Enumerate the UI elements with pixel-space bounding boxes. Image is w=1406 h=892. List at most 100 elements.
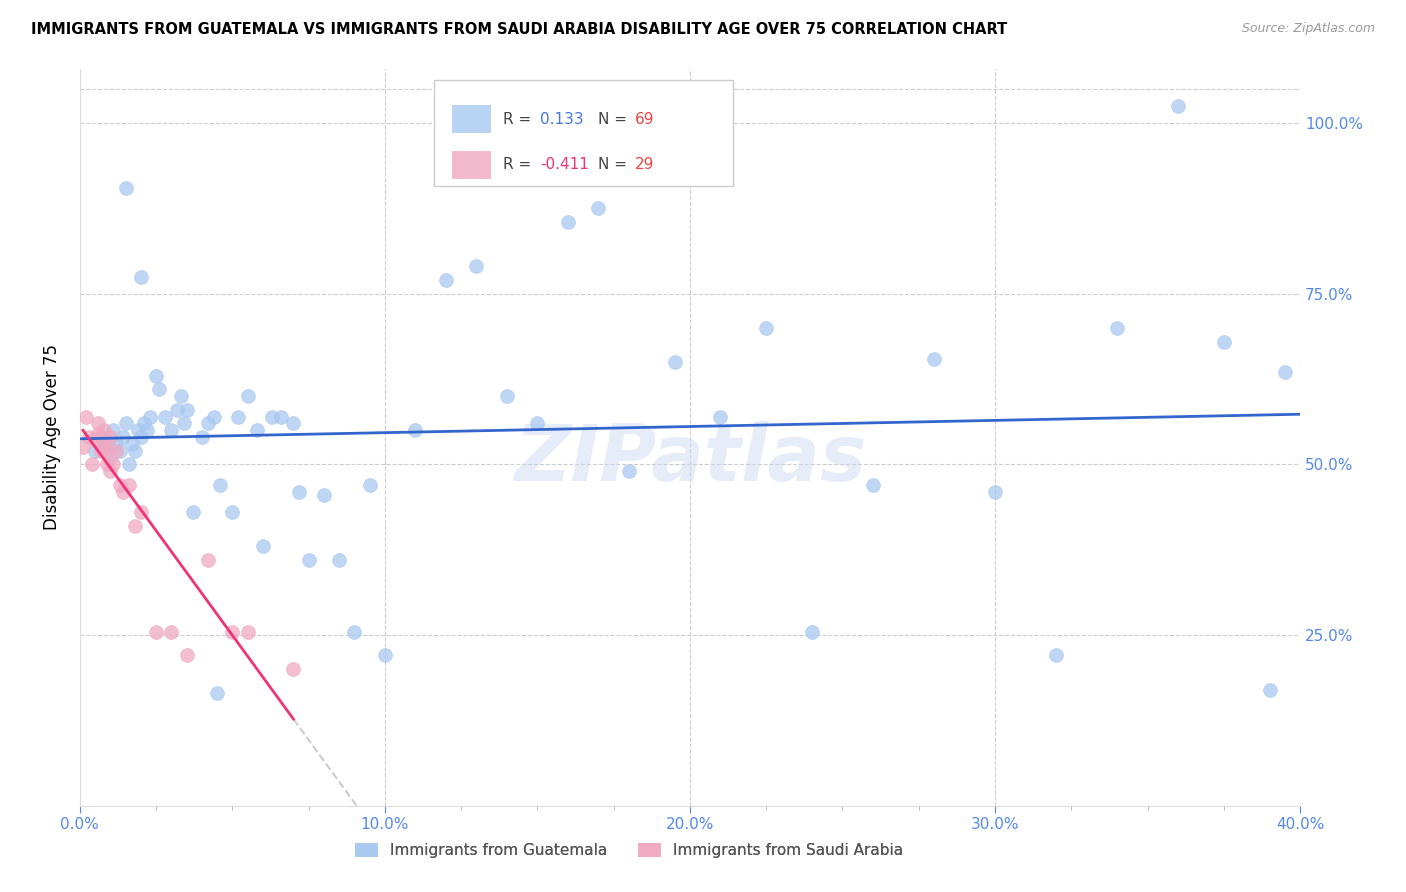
Point xyxy=(169,389,191,403)
Point xyxy=(374,648,396,663)
Point xyxy=(328,553,350,567)
Y-axis label: Disability Age Over 75: Disability Age Over 75 xyxy=(44,344,60,530)
Text: 29: 29 xyxy=(636,157,654,172)
Point xyxy=(105,443,128,458)
Bar xyxy=(451,151,491,179)
Point xyxy=(100,464,122,478)
Point xyxy=(404,423,426,437)
Point xyxy=(129,505,152,519)
Point xyxy=(160,423,183,437)
FancyBboxPatch shape xyxy=(433,79,733,186)
Text: N =: N = xyxy=(599,112,633,127)
Point xyxy=(270,409,292,424)
Point xyxy=(197,553,219,567)
Point xyxy=(173,417,195,431)
Point xyxy=(87,417,110,431)
Point xyxy=(96,437,118,451)
Point xyxy=(209,478,232,492)
Point xyxy=(93,437,115,451)
Point xyxy=(709,409,731,424)
Point xyxy=(118,478,141,492)
Point xyxy=(93,423,115,437)
Text: N =: N = xyxy=(599,157,633,172)
Point xyxy=(465,260,488,274)
Point xyxy=(359,478,381,492)
Point xyxy=(105,437,128,451)
Point xyxy=(80,458,103,472)
Point xyxy=(922,351,945,366)
Point xyxy=(75,409,97,424)
Point xyxy=(1258,682,1281,697)
Point xyxy=(114,417,136,431)
Point xyxy=(288,484,311,499)
Point xyxy=(191,430,214,444)
Text: -0.411: -0.411 xyxy=(540,157,589,172)
Text: R =: R = xyxy=(503,157,536,172)
Point xyxy=(166,402,188,417)
Point xyxy=(862,478,884,492)
Point xyxy=(72,440,94,454)
Point xyxy=(96,458,118,472)
Point xyxy=(755,321,778,335)
Point xyxy=(1045,648,1067,663)
Point xyxy=(108,443,131,458)
Point xyxy=(176,648,198,663)
Point xyxy=(84,443,107,458)
Point xyxy=(90,430,112,444)
Point xyxy=(236,624,259,639)
Point xyxy=(90,430,112,444)
Legend: Immigrants from Guatemala, Immigrants from Saudi Arabia: Immigrants from Guatemala, Immigrants fr… xyxy=(349,837,910,864)
Point xyxy=(617,464,640,478)
Point xyxy=(100,450,122,465)
Point xyxy=(111,430,134,444)
Point xyxy=(111,484,134,499)
Point xyxy=(176,402,198,417)
Point xyxy=(129,430,152,444)
Point xyxy=(124,518,146,533)
Point xyxy=(103,458,125,472)
Point xyxy=(77,430,100,444)
Text: R =: R = xyxy=(503,112,536,127)
Point xyxy=(139,409,162,424)
Point xyxy=(108,478,131,492)
Point xyxy=(283,662,305,676)
Point xyxy=(252,539,274,553)
Point xyxy=(984,484,1007,499)
Point xyxy=(124,443,146,458)
Point xyxy=(205,686,228,700)
Point xyxy=(96,443,118,458)
Point xyxy=(132,417,155,431)
Bar xyxy=(451,105,491,133)
Point xyxy=(1167,99,1189,113)
Point xyxy=(664,355,686,369)
Point xyxy=(283,417,305,431)
Point xyxy=(800,624,823,639)
Text: 0.133: 0.133 xyxy=(540,112,583,127)
Point xyxy=(1105,321,1128,335)
Point xyxy=(202,409,225,424)
Point xyxy=(298,553,321,567)
Point xyxy=(228,409,250,424)
Point xyxy=(114,181,136,195)
Point xyxy=(312,488,335,502)
Point xyxy=(1274,365,1296,379)
Point xyxy=(155,409,177,424)
Point xyxy=(197,417,219,431)
Text: 69: 69 xyxy=(636,112,655,127)
Point xyxy=(557,215,579,229)
Point xyxy=(221,505,243,519)
Point xyxy=(84,434,107,448)
Text: Source: ZipAtlas.com: Source: ZipAtlas.com xyxy=(1241,22,1375,36)
Point xyxy=(145,624,167,639)
Point xyxy=(145,368,167,383)
Point xyxy=(136,423,159,437)
Point xyxy=(148,382,170,396)
Point xyxy=(246,423,269,437)
Point xyxy=(100,430,122,444)
Point xyxy=(181,505,204,519)
Text: IMMIGRANTS FROM GUATEMALA VS IMMIGRANTS FROM SAUDI ARABIA DISABILITY AGE OVER 75: IMMIGRANTS FROM GUATEMALA VS IMMIGRANTS … xyxy=(31,22,1007,37)
Point xyxy=(343,624,366,639)
Point xyxy=(160,624,183,639)
Point xyxy=(434,273,457,287)
Text: ZIPatlas: ZIPatlas xyxy=(513,421,866,497)
